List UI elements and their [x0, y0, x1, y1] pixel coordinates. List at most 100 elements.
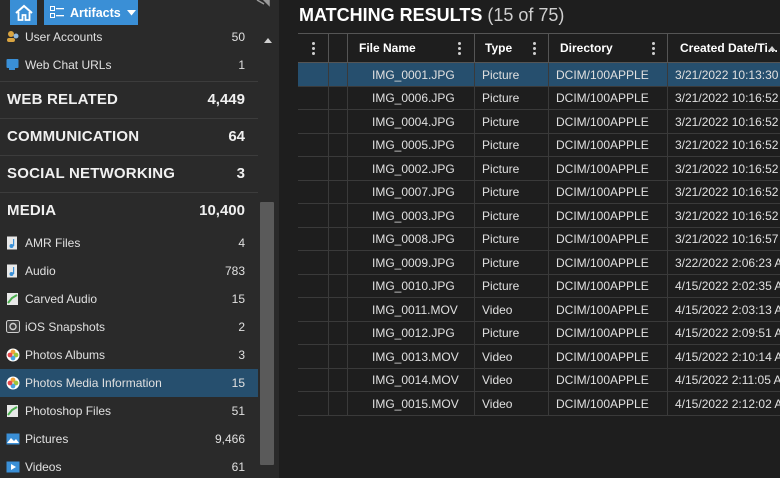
- table-row[interactable]: IMG_0004.JPG Picture DCIM/100APPLE 3/21/202…: [298, 110, 780, 134]
- row-blank-cell: [329, 157, 348, 180]
- row-menu-cell: [298, 274, 329, 298]
- cell-type: Picture: [475, 251, 549, 274]
- web-chat-icon: [6, 58, 19, 71]
- cell-created-date: 3/21/2022 10:16:52 PM: [675, 161, 780, 176]
- sidebar-item[interactable]: Photos Media Information 15: [0, 369, 258, 397]
- table-row[interactable]: IMG_0006.JPG Picture DCIM/100APPLE 3/21/202…: [298, 86, 780, 110]
- sidebar-item[interactable]: Carved Audio 15: [0, 285, 258, 313]
- photos-icon: [6, 376, 20, 390]
- sidebar-item[interactable]: Web Chat URLs 1: [0, 51, 258, 79]
- cell-directory: DCIM/100APPLE: [549, 321, 668, 345]
- cell-type: Picture: [475, 133, 549, 157]
- sidebar-category[interactable]: MEDIA 10,400: [0, 192, 258, 228]
- sidebar-item-count: 50: [231, 30, 245, 44]
- picture-icon: [6, 432, 20, 445]
- cell-type: Picture: [475, 180, 549, 204]
- kebab-menu-icon[interactable]: [533, 42, 536, 55]
- row-blank-cell: [329, 251, 348, 274]
- cell-created-date: 3/21/2022 10:16:52 PM: [675, 114, 780, 129]
- sidebar-scrollbar[interactable]: [258, 27, 279, 478]
- table-row[interactable]: IMG_0007.JPG Picture DCIM/100APPLE 3/21/202…: [298, 180, 780, 204]
- table-row[interactable]: IMG_0014.MOV Video DCIM/100APPLE 4/15/2022 …: [298, 368, 780, 392]
- results-panel: MATCHING RESULTS (15 of 75) File Name Ty…: [279, 0, 780, 478]
- sidebar-item-count: 51: [231, 404, 245, 418]
- table-body: IMG_0001.JPG Picture DCIM/100APPLE 3/21/202…: [298, 63, 780, 416]
- table-row[interactable]: IMG_0009.JPG Picture DCIM/100APPLE 3/22/202…: [298, 251, 780, 275]
- cell-directory: DCIM/100APPLE: [549, 274, 668, 298]
- sidebar-item[interactable]: Pictures 9,466: [0, 425, 258, 453]
- column-menu-header[interactable]: [298, 34, 329, 62]
- sidebar-item-label: User Accounts: [25, 30, 103, 44]
- sidebar-item[interactable]: Audio 783: [0, 257, 258, 285]
- cell-directory: DCIM/100APPLE: [549, 204, 668, 227]
- kebab-menu-icon[interactable]: [312, 42, 315, 55]
- results-title: MATCHING RESULTS: [299, 5, 483, 25]
- cell-directory: DCIM/100APPLE: [549, 368, 668, 392]
- row-menu-cell: [298, 251, 329, 274]
- table-row[interactable]: IMG_0001.JPG Picture DCIM/100APPLE 3/21/202…: [298, 63, 780, 87]
- artifacts-dropdown[interactable]: Artifacts: [44, 0, 138, 25]
- results-table: File Name Type Directory Created Date/Ti…: [298, 33, 780, 416]
- table-row[interactable]: IMG_0008.JPG Picture DCIM/100APPLE 3/21/202…: [298, 227, 780, 251]
- row-blank-cell: [329, 345, 348, 368]
- sidebar-category[interactable]: COMMUNICATION 64: [0, 118, 258, 154]
- cell-directory: DCIM/100APPLE: [549, 110, 668, 133]
- cell-file-name: IMG_0004.JPG: [348, 110, 475, 133]
- sidebar-item-label: MEDIA: [7, 202, 57, 219]
- kebab-menu-icon[interactable]: [652, 42, 655, 55]
- sidebar-category[interactable]: WEB RELATED 4,449: [0, 81, 258, 117]
- table-row[interactable]: IMG_0010.JPG Picture DCIM/100APPLE 4/15/202…: [298, 274, 780, 298]
- pin-icon[interactable]: [255, 0, 271, 10]
- row-menu-cell: [298, 86, 329, 110]
- table-row[interactable]: IMG_0002.JPG Picture DCIM/100APPLE 3/21/202…: [298, 157, 780, 181]
- sidebar-item-count: 15: [231, 292, 245, 306]
- sidebar-item-label: Pictures: [25, 432, 69, 446]
- row-menu-cell: [298, 368, 329, 392]
- cell-directory: DCIM/100APPLE: [549, 133, 668, 157]
- sidebar-category[interactable]: SOCIAL NETWORKING 3: [0, 155, 258, 191]
- row-menu-cell: [298, 133, 329, 157]
- home-button[interactable]: [10, 0, 37, 25]
- row-menu-cell: [298, 110, 329, 133]
- sidebar-item-label: Photos Albums: [25, 348, 106, 362]
- sidebar-item-label: AMR Files: [25, 236, 81, 250]
- sidebar-item-label: iOS Snapshots: [25, 320, 106, 334]
- sidebar-item[interactable]: User Accounts 50: [0, 27, 258, 51]
- kebab-menu-icon[interactable]: [458, 42, 461, 55]
- table-row[interactable]: IMG_0013.MOV Video DCIM/100APPLE 4/15/2022 …: [298, 345, 780, 369]
- sidebar-item[interactable]: Videos 61: [0, 453, 258, 478]
- cell-type: Picture: [475, 86, 549, 110]
- row-menu-cell: [298, 157, 329, 180]
- table-row[interactable]: IMG_0003.JPG Picture DCIM/100APPLE 3/21/202…: [298, 204, 780, 228]
- audio-file-icon: [6, 264, 19, 278]
- column-header-file-name[interactable]: File Name: [348, 34, 475, 62]
- table-row[interactable]: IMG_0015.MOV Video DCIM/100APPLE 4/15/2022 …: [298, 392, 780, 416]
- cell-file-name: IMG_0010.JPG: [348, 274, 475, 298]
- sidebar-item-count: 1: [238, 58, 245, 72]
- row-blank-cell: [329, 110, 348, 133]
- table-row[interactable]: IMG_0012.JPG Picture DCIM/100APPLE 4/15/202…: [298, 321, 780, 345]
- sidebar-item[interactable]: Photos Albums 3: [0, 341, 258, 369]
- sidebar-item-count: 10,400: [199, 202, 245, 219]
- sidebar-item[interactable]: Photoshop Files 51: [0, 397, 258, 425]
- snapshot-icon: [6, 320, 20, 333]
- table-row[interactable]: IMG_0005.JPG Picture DCIM/100APPLE 3/21/202…: [298, 133, 780, 157]
- row-blank-cell: [329, 321, 348, 345]
- scroll-up-arrow-icon[interactable]: [264, 38, 272, 43]
- column-header-type[interactable]: Type: [475, 34, 549, 62]
- cell-directory: DCIM/100APPLE: [549, 86, 668, 110]
- sort-ascending-icon: [768, 46, 776, 51]
- panel-toolbar: Artifacts: [0, 0, 279, 27]
- cell-type: Video: [475, 392, 549, 415]
- results-heading: MATCHING RESULTS (15 of 75): [299, 5, 564, 26]
- column-header-created-date[interactable]: Created Date/Ti...: [680, 41, 778, 55]
- sidebar-item[interactable]: iOS Snapshots 2: [0, 313, 258, 341]
- column-header-directory[interactable]: Directory: [549, 34, 668, 62]
- scroll-thumb[interactable]: [260, 202, 274, 465]
- artifacts-label: Artifacts: [70, 5, 121, 20]
- row-menu-cell: [298, 345, 329, 368]
- cell-directory: DCIM/100APPLE: [549, 251, 668, 274]
- sidebar-item[interactable]: AMR Files 4: [0, 229, 258, 257]
- cell-created-date: 3/21/2022 10:16:52 PM: [675, 91, 780, 105]
- table-row[interactable]: IMG_0011.MOV Video DCIM/100APPLE 4/15/2022 …: [298, 298, 780, 322]
